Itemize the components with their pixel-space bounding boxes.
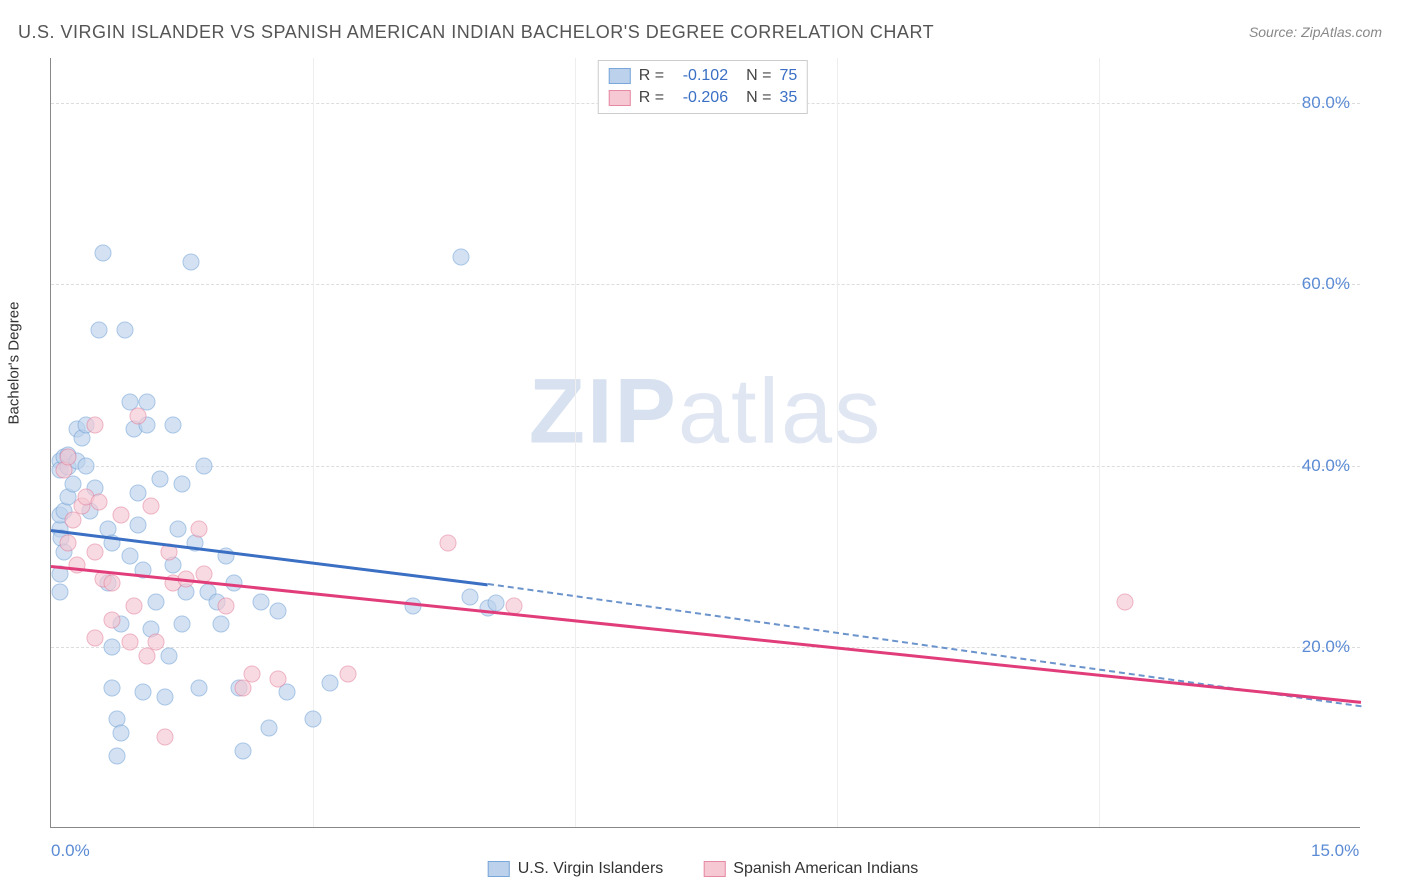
data-point — [108, 747, 125, 764]
data-point — [86, 629, 103, 646]
data-point — [169, 521, 186, 538]
data-point — [112, 724, 129, 741]
data-point — [91, 493, 108, 510]
legend-row: R =-0.206N =35 — [609, 87, 797, 109]
data-point — [453, 249, 470, 266]
data-point — [152, 471, 169, 488]
plot-area: ZIPatlas 20.0%40.0%60.0%80.0%0.0%15.0% — [50, 58, 1360, 828]
data-point — [235, 743, 252, 760]
data-point — [86, 416, 103, 433]
data-point — [174, 475, 191, 492]
data-point — [217, 598, 234, 615]
data-point — [195, 457, 212, 474]
data-point — [125, 598, 142, 615]
data-point — [121, 548, 138, 565]
data-point — [104, 638, 121, 655]
data-point — [243, 666, 260, 683]
series-legend: U.S. Virgin Islanders Spanish American In… — [488, 860, 919, 878]
data-point — [440, 534, 457, 551]
data-point — [86, 543, 103, 560]
data-point — [91, 321, 108, 338]
data-point — [130, 516, 147, 533]
data-point — [95, 244, 112, 261]
data-point — [488, 595, 505, 612]
data-point — [60, 448, 77, 465]
data-point — [130, 407, 147, 424]
data-point — [213, 616, 230, 633]
data-point — [191, 521, 208, 538]
data-point — [147, 634, 164, 651]
data-point — [182, 253, 199, 270]
legend-row: R =-0.102N =75 — [609, 65, 797, 87]
y-axis-label: Bachelor's Degree — [6, 302, 23, 425]
watermark: ZIPatlas — [529, 359, 882, 464]
data-point — [156, 729, 173, 746]
y-tick-label: 40.0% — [1302, 456, 1350, 476]
data-point — [104, 611, 121, 628]
data-point — [143, 498, 160, 515]
x-tick-label: 0.0% — [51, 841, 90, 861]
chart-title: U.S. VIRGIN ISLANDER VS SPANISH AMERICAN… — [18, 22, 934, 43]
data-point — [104, 679, 121, 696]
correlation-legend: R =-0.102N =75R =-0.206N =35 — [598, 60, 808, 114]
data-point — [112, 507, 129, 524]
data-point — [191, 679, 208, 696]
y-tick-label: 20.0% — [1302, 637, 1350, 657]
y-tick-label: 80.0% — [1302, 93, 1350, 113]
data-point — [174, 616, 191, 633]
y-tick-label: 60.0% — [1302, 274, 1350, 294]
data-point — [462, 589, 479, 606]
data-point — [261, 720, 278, 737]
data-point — [147, 593, 164, 610]
data-point — [60, 534, 77, 551]
data-point — [1117, 593, 1134, 610]
legend-item: U.S. Virgin Islanders — [488, 860, 664, 878]
data-point — [130, 484, 147, 501]
data-point — [322, 675, 339, 692]
data-point — [121, 634, 138, 651]
data-point — [270, 670, 287, 687]
data-point — [134, 684, 151, 701]
source-label: Source: ZipAtlas.com — [1249, 24, 1382, 40]
data-point — [165, 416, 182, 433]
data-point — [339, 666, 356, 683]
data-point — [160, 647, 177, 664]
data-point — [270, 602, 287, 619]
data-point — [252, 593, 269, 610]
data-point — [51, 584, 68, 601]
data-point — [156, 688, 173, 705]
legend-item: Spanish American Indians — [703, 860, 918, 878]
data-point — [305, 711, 322, 728]
x-tick-label: 15.0% — [1311, 841, 1359, 861]
data-point — [77, 457, 94, 474]
data-point — [117, 321, 134, 338]
data-point — [104, 575, 121, 592]
